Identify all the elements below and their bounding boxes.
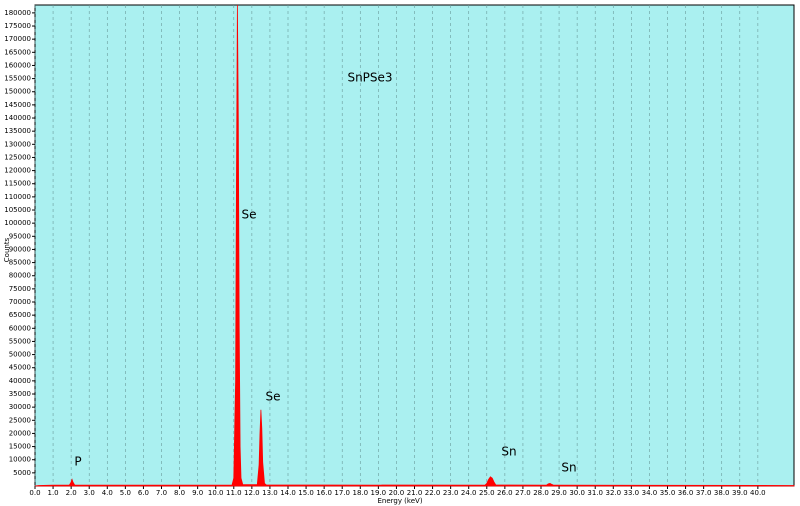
x-tick-label: 24.0 (461, 489, 477, 497)
x-tick-label: 39.0 (732, 489, 748, 497)
x-tick-label: 17.0 (334, 489, 350, 497)
y-tick-label: 5000 (13, 469, 31, 477)
x-tick-label: 1.0 (48, 489, 59, 497)
x-tick-label: 40.0 (750, 489, 766, 497)
x-tick-label: 7.0 (156, 489, 167, 497)
x-tick-label: 32.0 (605, 489, 621, 497)
x-tick-label: 37.0 (696, 489, 712, 497)
y-tick-label: 70000 (9, 298, 31, 306)
y-tick-label: 105000 (4, 206, 31, 214)
spectrum-area (34, 4, 795, 487)
x-tick-label: 6.0 (138, 489, 149, 497)
y-tick-label: 55000 (9, 337, 31, 345)
y-tick-label: 10000 (9, 456, 31, 464)
x-tick-label: 19.0 (371, 489, 387, 497)
y-tick-label: 120000 (4, 167, 31, 175)
y-tick-label: 140000 (4, 114, 31, 122)
y-tick-label: 45000 (9, 364, 31, 372)
y-tick-label: 75000 (9, 285, 31, 293)
y-tick-label: 90000 (9, 245, 31, 253)
x-tick-label: 25.0 (479, 489, 495, 497)
annotation: Sn (561, 461, 576, 475)
y-tick-label: 30000 (9, 403, 31, 411)
x-tick-label: 2.0 (66, 489, 77, 497)
x-tick-label: 31.0 (587, 489, 603, 497)
y-tick-label: 180000 (4, 9, 31, 17)
y-tick-label: 100000 (4, 219, 31, 227)
annotation: Se (242, 208, 257, 222)
y-tick-label: 150000 (4, 88, 31, 96)
y-tick-label: 160000 (4, 61, 31, 69)
x-tick-label: 10.0 (208, 489, 224, 497)
y-axis-label: Counts (3, 237, 11, 262)
annotation: Se (266, 390, 281, 404)
y-tick-label: 60000 (9, 324, 31, 332)
y-tick-label: 50000 (9, 351, 31, 359)
x-tick-label: 23.0 (443, 489, 459, 497)
x-tick-label: 5.0 (120, 489, 131, 497)
y-tick-label: 155000 (4, 75, 31, 83)
y-tick-label: 25000 (9, 416, 31, 424)
x-tick-label: 20.0 (389, 489, 405, 497)
x-tick-label: 28.0 (533, 489, 549, 497)
x-tick-label: 29.0 (551, 489, 567, 497)
y-tick-label: 175000 (4, 22, 31, 30)
y-tick-label: 165000 (4, 48, 31, 56)
y-tick-label: 170000 (4, 35, 31, 43)
annotation: P (74, 455, 81, 469)
x-tick-label: 26.0 (497, 489, 513, 497)
x-tick-label: 38.0 (714, 489, 730, 497)
y-tick-label: 130000 (4, 140, 31, 148)
x-tick-label: 11.0 (226, 489, 242, 497)
x-tick-label: 35.0 (660, 489, 676, 497)
x-tick-label: 30.0 (569, 489, 585, 497)
y-tick-label: 20000 (9, 429, 31, 437)
y-tick-label: 65000 (9, 311, 31, 319)
y-tick-label: 135000 (4, 127, 31, 135)
x-tick-label: 8.0 (174, 489, 185, 497)
y-tick-label: 40000 (9, 377, 31, 385)
x-tick-label: 9.0 (192, 489, 203, 497)
x-tick-label: 12.0 (244, 489, 260, 497)
y-tick-label: 15000 (9, 443, 31, 451)
y-tick-label: 80000 (9, 272, 31, 280)
x-tick-label: 22.0 (425, 489, 441, 497)
x-tick-label: 0.0 (29, 489, 40, 497)
x-tick-label: 13.0 (262, 489, 278, 497)
annotation: SnPSe3 (347, 71, 392, 85)
y-tick-label: 115000 (4, 180, 31, 188)
x-tick-label: 33.0 (624, 489, 640, 497)
x-tick-label: 21.0 (407, 489, 423, 497)
y-tick-label: 95000 (9, 232, 31, 240)
x-tick-label: 34.0 (642, 489, 658, 497)
y-tick-label: 125000 (4, 153, 31, 161)
y-tick-label: 145000 (4, 101, 31, 109)
x-axis-label: Energy (keV) (377, 497, 422, 505)
x-tick-label: 14.0 (280, 489, 296, 497)
y-tick-label: 85000 (9, 259, 31, 267)
annotation: Sn (501, 445, 516, 459)
y-tick-label: 110000 (4, 193, 31, 201)
x-tick-label: 4.0 (102, 489, 113, 497)
x-tick-label: 16.0 (316, 489, 332, 497)
x-tick-label: 36.0 (678, 489, 694, 497)
x-tick-label: 18.0 (352, 489, 368, 497)
y-tick-label: 35000 (9, 390, 31, 398)
x-tick-label: 15.0 (298, 489, 314, 497)
x-tick-label: 3.0 (84, 489, 95, 497)
x-tick-label: 27.0 (515, 489, 531, 497)
